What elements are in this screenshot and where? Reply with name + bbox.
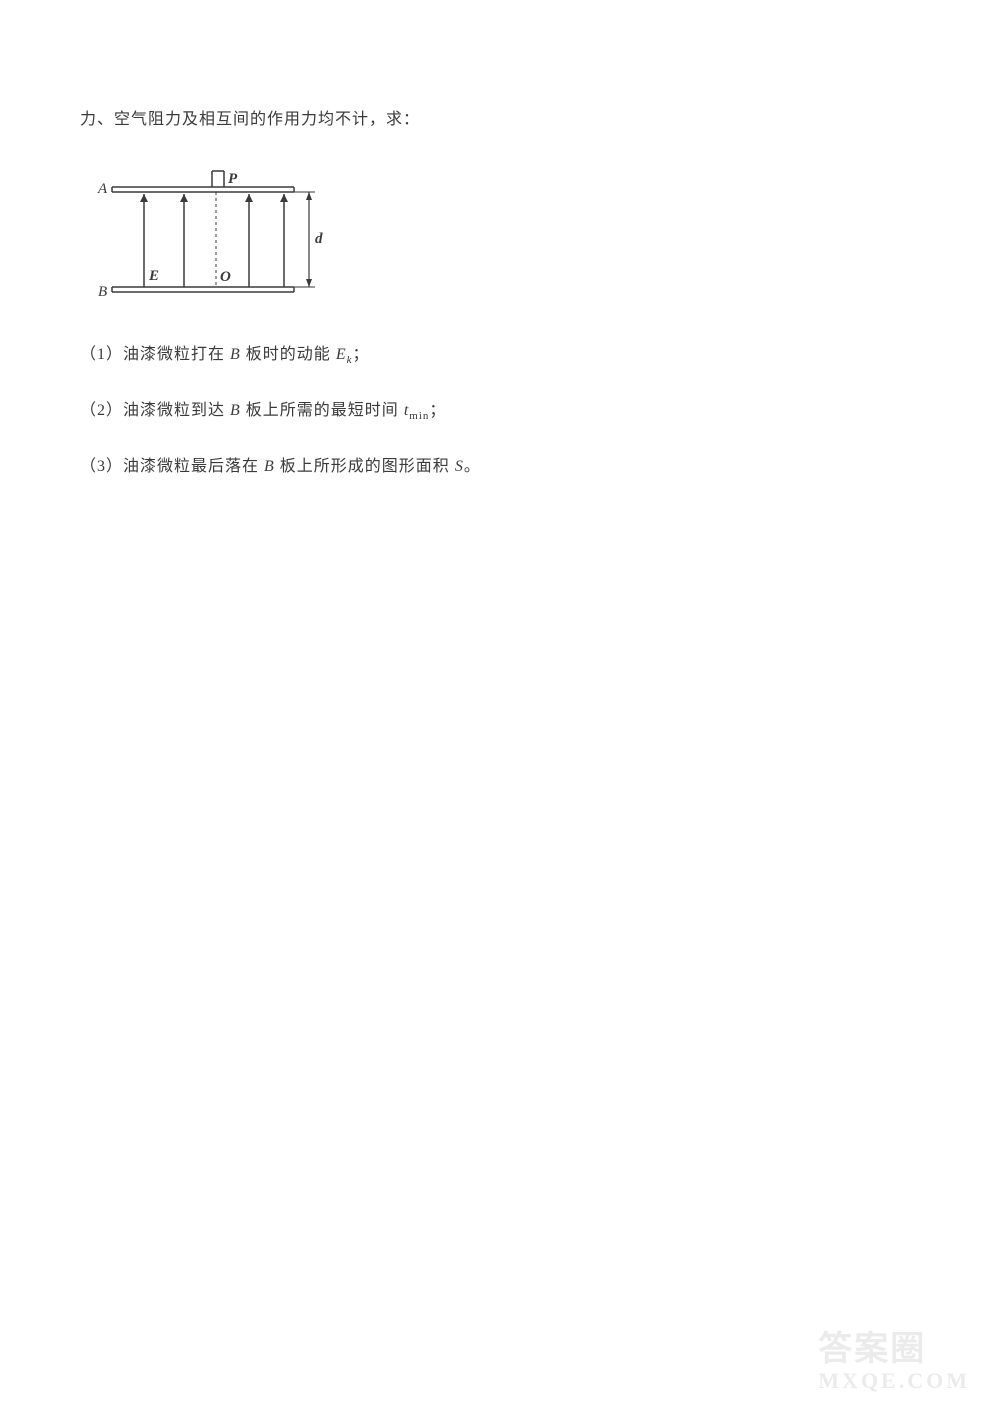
q1-var-e: E [336, 346, 347, 363]
q1-mid: 板时的动能 [241, 346, 336, 363]
svg-text:P: P [228, 171, 238, 187]
q1-var-b: B [230, 346, 241, 363]
physics-diagram: A B P E Od [94, 157, 920, 312]
q3-var-b: B [264, 458, 275, 475]
q1-prefix: （1）油漆微粒打在 [80, 346, 230, 363]
intro-text: 力、空气阻力及相互间的作用力均不计，求： [80, 105, 920, 129]
q3-var-s: S [455, 458, 464, 475]
q3-mid: 板上所形成的图形面积 [275, 458, 455, 475]
svg-text:E: E [148, 268, 159, 284]
q2-sub-min: min [409, 410, 429, 422]
watermark: 答案圈 MXQE.COM [818, 1321, 970, 1394]
q1-suffix: ； [352, 346, 369, 363]
q2-prefix: （2）油漆微粒到达 [80, 402, 230, 419]
svg-text:B: B [98, 284, 107, 300]
q2-var-b: B [230, 402, 241, 419]
svg-text:A: A [97, 181, 108, 197]
question-3: （3）油漆微粒最后落在 B 板上所形成的图形面积 S。 [80, 454, 920, 480]
q3-prefix: （3）油漆微粒最后落在 [80, 458, 264, 475]
svg-text:d: d [315, 231, 323, 247]
watermark-line2: MXQE.COM [818, 1368, 970, 1394]
question-1: （1）油漆微粒打在 B 板时的动能 Ek； [80, 342, 920, 370]
svg-text:O: O [220, 269, 231, 285]
q3-suffix: 。 [464, 458, 481, 475]
question-2: （2）油漆微粒到达 B 板上所需的最短时间 tmin； [80, 398, 920, 426]
watermark-line1: 答案圈 [818, 1321, 970, 1370]
q2-suffix: ； [429, 402, 446, 419]
q2-mid: 板上所需的最短时间 [241, 402, 404, 419]
